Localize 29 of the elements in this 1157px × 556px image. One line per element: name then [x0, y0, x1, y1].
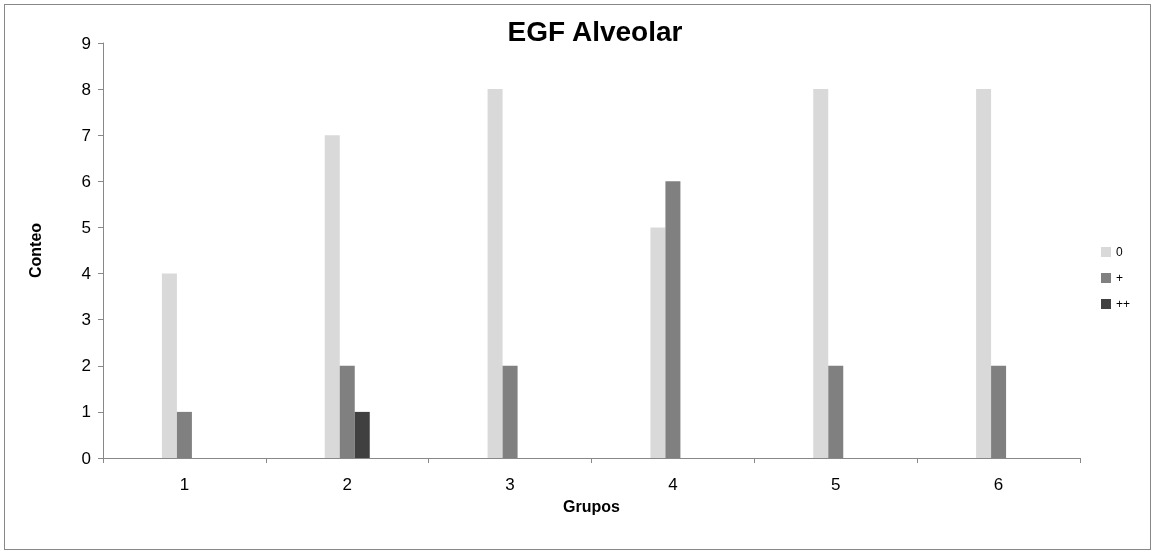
y-tick-label: 2 — [81, 356, 91, 376]
legend-label: + — [1115, 271, 1123, 285]
y-axis-title: Conteo — [26, 222, 44, 279]
x-axis-title: Grupos — [563, 497, 621, 515]
y-tick-label: 1 — [81, 402, 91, 422]
bar — [487, 89, 503, 458]
y-tick-label: 5 — [81, 217, 91, 237]
x-tick-label: 3 — [505, 475, 515, 494]
y-tick-label: 8 — [81, 79, 91, 99]
y-tick-label: 4 — [81, 264, 91, 284]
y-tick-label: 6 — [81, 171, 91, 191]
chart-title: EGF Alveolar — [507, 15, 683, 47]
y-tick-label: 9 — [81, 33, 91, 53]
y-tick-label: 3 — [81, 310, 91, 330]
x-tick-label: 1 — [179, 475, 190, 494]
legend-label: ++ — [1115, 297, 1130, 311]
bar — [650, 227, 666, 458]
legend-label: 0 — [1115, 245, 1123, 259]
x-tick-label: 6 — [993, 475, 1004, 494]
bar — [354, 411, 370, 458]
bar — [976, 89, 992, 458]
bar — [813, 89, 829, 458]
x-tick-label: 4 — [668, 475, 678, 494]
bar — [324, 135, 340, 458]
x-tick-label: 2 — [342, 475, 352, 494]
bar — [161, 273, 177, 458]
y-tick-label: 0 — [81, 448, 91, 468]
y-tick-label: 7 — [81, 125, 91, 145]
x-tick-label: 5 — [831, 475, 841, 494]
